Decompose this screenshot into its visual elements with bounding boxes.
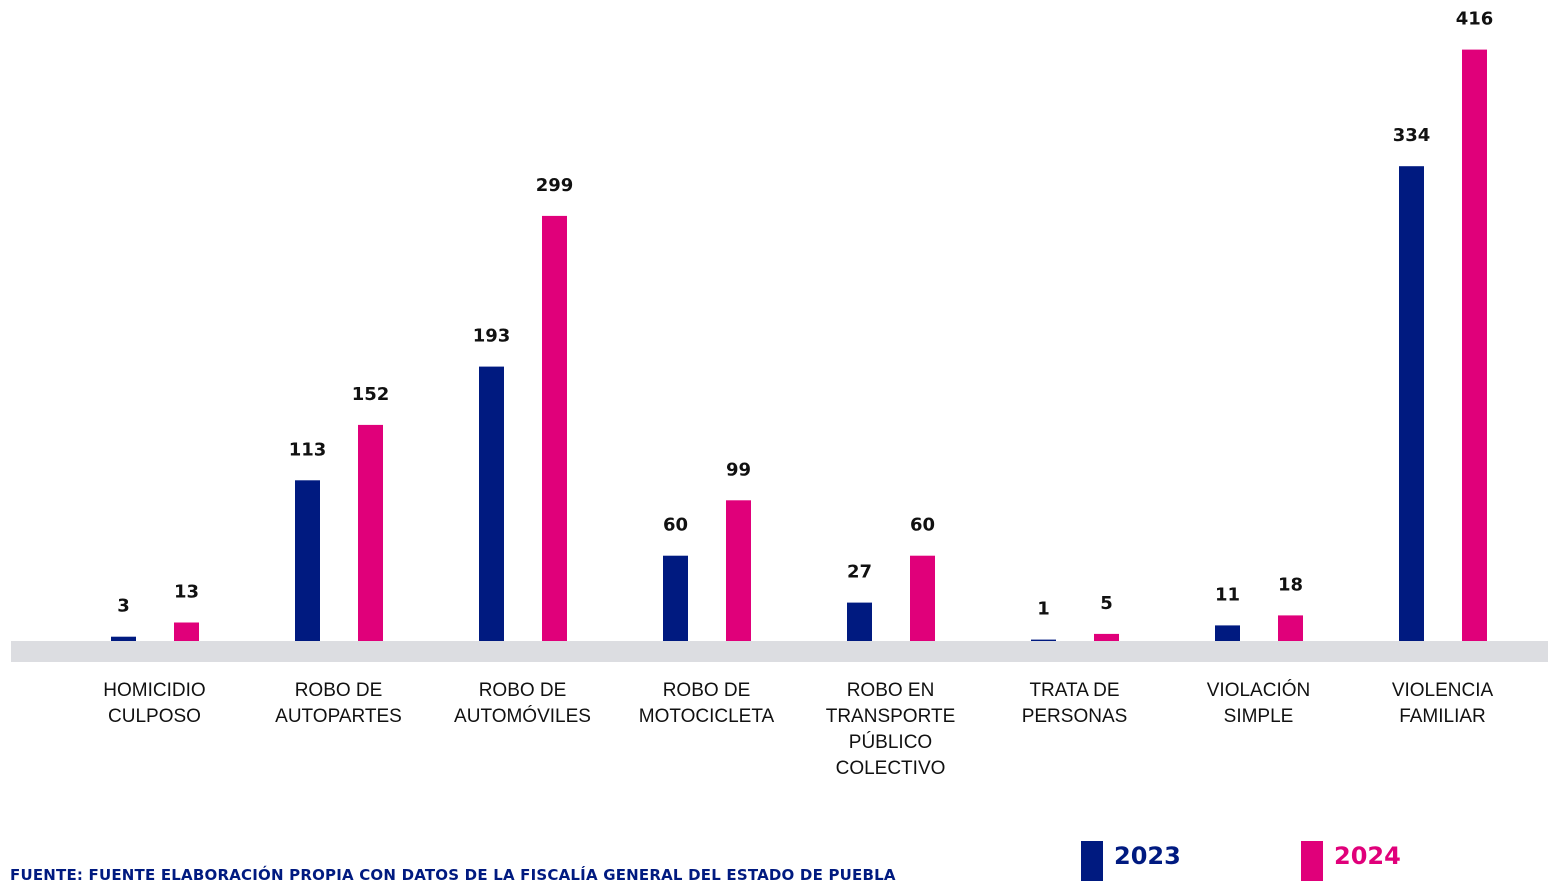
bar-2024-4 xyxy=(910,555,935,641)
category-label-line: TRATA DE xyxy=(1029,680,1119,701)
category-label-6: VIOLACIÓN SIMPLE xyxy=(1207,679,1310,727)
category-label-line: ROBO EN xyxy=(847,680,935,701)
value-label-2023-6: 11 xyxy=(1215,584,1240,605)
legend-label-2023: 2023 xyxy=(1114,842,1181,870)
legend-item-2024: 2024 xyxy=(1301,841,1401,881)
category-label-line: ROBO DE xyxy=(663,680,751,701)
value-label-2023-1: 113 xyxy=(289,439,327,460)
value-label-2024-7: 416 xyxy=(1456,9,1494,30)
bar-2024-6 xyxy=(1278,615,1303,641)
category-label-line: ROBO DE xyxy=(295,680,383,701)
legend-label-2024: 2024 xyxy=(1334,842,1401,870)
category-label-line: VIOLACIÓN xyxy=(1207,679,1310,701)
value-label-2023-3: 60 xyxy=(663,515,688,536)
bar-2023-3 xyxy=(663,555,688,641)
category-label-line: AUTOMÓVILES xyxy=(454,705,591,727)
legend-swatch-2024 xyxy=(1301,841,1323,881)
bar-2024-0 xyxy=(174,622,199,641)
value-label-2024-0: 13 xyxy=(174,582,199,603)
bar-2024-3 xyxy=(726,500,751,641)
value-label-2023-4: 27 xyxy=(847,562,872,583)
category-label-1: ROBO DE AUTOPARTES xyxy=(275,680,402,727)
category-label-4: ROBO EN TRANSPORTE PÚBLICO COLECTIVO xyxy=(826,680,956,779)
category-label-line: CULPOSO xyxy=(108,706,201,727)
bar-2023-0 xyxy=(111,636,136,641)
category-label-line: SIMPLE xyxy=(1224,706,1294,727)
value-labels-layer: 3 13 113 152 193 299 60 99 27 60 1 5 11 18 334 416 xyxy=(117,9,1493,620)
category-label-line: PÚBLICO xyxy=(849,731,932,753)
category-label-0: HOMICIDIO CULPOSO xyxy=(103,680,205,727)
category-label-line: PERSONAS xyxy=(1022,706,1128,727)
value-label-2024-5: 5 xyxy=(1100,593,1113,614)
category-label-7: VIOLENCIA FAMILIAR xyxy=(1392,680,1494,727)
value-label-2023-5: 1 xyxy=(1037,599,1050,620)
bar-2024-2 xyxy=(542,215,567,641)
bar-2023-1 xyxy=(295,480,320,641)
category-label-line: COLECTIVO xyxy=(836,758,946,779)
category-label-line: HOMICIDIO xyxy=(103,680,205,701)
category-label-line: MOTOCICLETA xyxy=(639,706,775,727)
category-label-line: ROBO DE xyxy=(479,680,567,701)
category-label-2: ROBO DE AUTOMÓVILES xyxy=(454,680,591,727)
category-label-line: AUTOPARTES xyxy=(275,706,402,727)
legend-swatch-2023 xyxy=(1081,841,1103,881)
value-label-2023-7: 334 xyxy=(1393,125,1431,146)
bars-layer xyxy=(111,49,1487,642)
bar-2024-7 xyxy=(1462,49,1487,642)
value-label-2024-1: 152 xyxy=(352,384,390,405)
bar-2023-7 xyxy=(1399,166,1424,641)
bar-2023-5 xyxy=(1031,639,1056,641)
chart-baseline-band xyxy=(11,641,1548,662)
bar-2024-5 xyxy=(1094,633,1119,641)
legend-item-2023: 2023 xyxy=(1081,841,1181,881)
source-note: FUENTE: FUENTE ELABORACIÓN PROPIA CON DA… xyxy=(10,866,896,884)
bar-2023-4 xyxy=(847,602,872,641)
category-label-3: ROBO DE MOTOCICLETA xyxy=(639,680,775,727)
category-label-5: TRATA DE PERSONAS xyxy=(1022,680,1128,727)
value-label-2024-3: 99 xyxy=(726,459,751,480)
category-label-line: FAMILIAR xyxy=(1399,706,1486,727)
bar-2024-1 xyxy=(358,424,383,641)
value-label-2023-2: 193 xyxy=(473,326,511,347)
bar-2023-2 xyxy=(479,366,504,641)
value-label-2024-6: 18 xyxy=(1278,574,1303,595)
value-label-2024-4: 60 xyxy=(910,515,935,536)
category-label-line: TRANSPORTE xyxy=(826,706,956,727)
value-label-2024-2: 299 xyxy=(536,175,574,196)
category-label-line: VIOLENCIA xyxy=(1392,680,1494,701)
bar-2023-6 xyxy=(1215,625,1240,641)
value-label-2023-0: 3 xyxy=(117,596,130,617)
